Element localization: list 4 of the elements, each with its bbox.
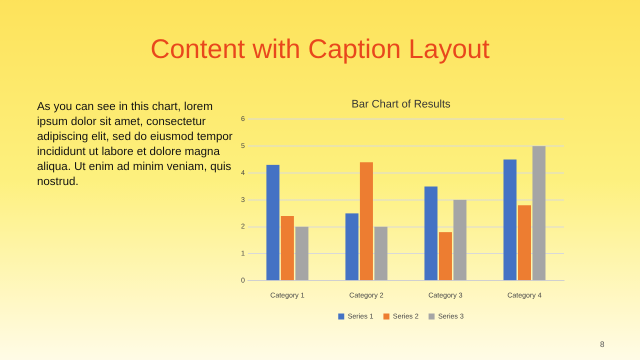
chart-subtitle: Bar Chart of Results: [351, 98, 452, 111]
chart-title: Content with Caption Layout: [149, 34, 491, 65]
text: 8: [600, 340, 604, 349]
text: As you can see in this chart, lorem ipsum dolor sit amet, consectetur adipiscing elit, sed do eiusmod tempor incididunt ut labore et dolore magna aliqua. Ut enim ad minim veniam, quis nostrud.: [37, 100, 234, 190]
